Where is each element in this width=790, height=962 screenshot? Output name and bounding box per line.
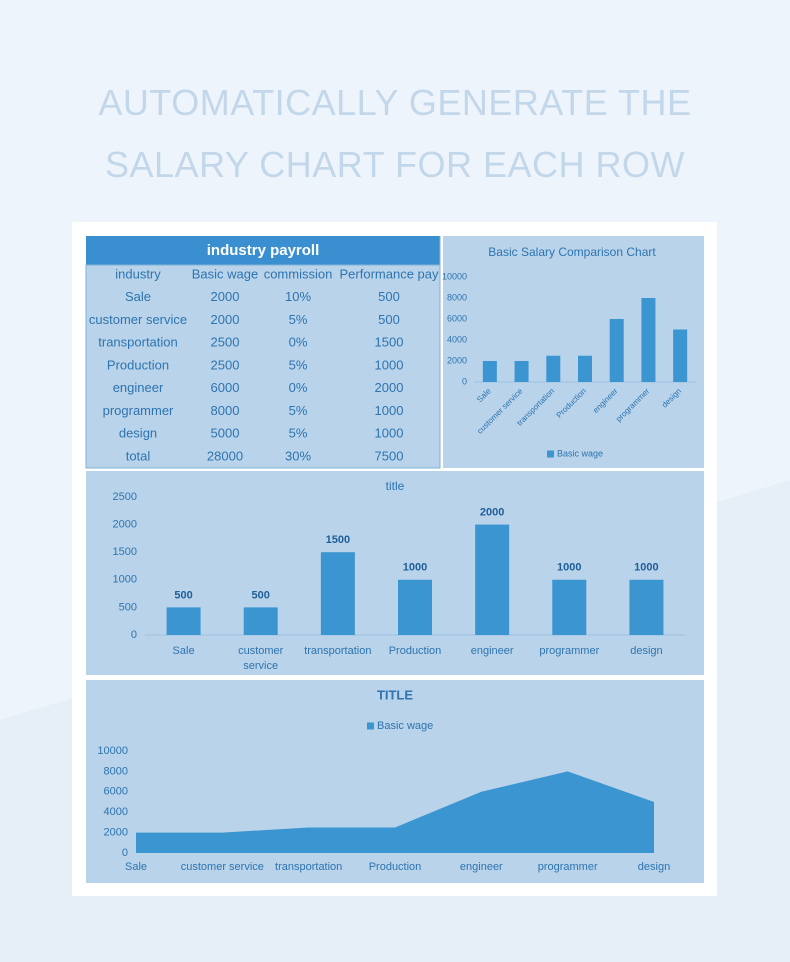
table-cell: Sale — [125, 289, 151, 304]
chart-title: title — [386, 479, 405, 493]
table-cell: 5% — [289, 312, 308, 327]
table-cell: 10% — [285, 289, 311, 304]
y-tick-label: 2000 — [104, 827, 128, 839]
legend-swatch — [547, 450, 554, 458]
y-tick-label: 1500 — [113, 546, 137, 558]
y-tick-label: 10000 — [442, 271, 467, 281]
data-label: 1000 — [403, 562, 427, 574]
table-cell: design — [119, 426, 157, 441]
bar — [641, 298, 656, 382]
column-header: commission — [264, 266, 333, 281]
x-tick-label: Sale — [125, 861, 147, 873]
table-cell: 5% — [289, 357, 308, 372]
legend-swatch — [367, 722, 374, 730]
table-cell: transportation — [98, 335, 178, 350]
table-cell: customer service — [89, 312, 187, 327]
table-cell: 2000 — [375, 380, 404, 395]
data-label: 2000 — [480, 507, 504, 519]
y-tick-label: 0 — [131, 629, 137, 641]
y-tick-label: 8000 — [104, 765, 128, 777]
bar — [475, 524, 510, 635]
chart-panel — [86, 471, 704, 675]
table-cell: 0% — [289, 335, 308, 350]
table-cell: 1500 — [375, 335, 404, 350]
x-tick-label: transportation — [275, 861, 342, 873]
y-tick-label: 10000 — [97, 745, 128, 757]
bar — [320, 552, 355, 635]
bar — [552, 579, 587, 635]
table-cell: 500 — [378, 312, 400, 327]
table-cell: 1000 — [375, 357, 404, 372]
column-header: Basic wage — [192, 266, 258, 281]
y-tick-label: 2000 — [447, 355, 467, 365]
table-cell: 28000 — [207, 448, 243, 463]
table-cell: 6000 — [211, 380, 240, 395]
bar — [166, 607, 201, 635]
chart-title: Basic Salary Comparison Chart — [488, 245, 656, 259]
legend-label: Basic wage — [377, 720, 433, 732]
column-header: industry — [115, 266, 161, 281]
table-cell: 1000 — [375, 403, 404, 418]
y-tick-label: 6000 — [447, 313, 467, 323]
x-tick-label: design — [638, 861, 670, 873]
y-tick-label: 2500 — [113, 491, 137, 503]
table-cell: 7500 — [375, 448, 404, 463]
y-tick-label: 6000 — [104, 786, 128, 798]
legend-label: Basic wage — [557, 448, 603, 458]
bar — [578, 355, 592, 382]
table-cell: 30% — [285, 448, 311, 463]
data-label: 500 — [174, 589, 192, 601]
y-tick-label: 0 — [122, 847, 128, 859]
x-tick-label: programmer — [538, 861, 598, 873]
data-label: 1000 — [634, 562, 658, 574]
table-cell: engineer — [113, 380, 164, 395]
table-cell: 8000 — [211, 403, 240, 418]
bar — [514, 361, 529, 382]
area — [136, 771, 654, 853]
table-body — [85, 264, 441, 469]
data-label: 500 — [252, 589, 270, 601]
y-tick-label: 4000 — [447, 334, 467, 344]
bar — [673, 329, 688, 382]
data-label: 1500 — [326, 534, 350, 546]
chart-panel — [443, 236, 704, 468]
data-label: 1000 — [557, 562, 581, 574]
x-tick-label: Production — [369, 861, 422, 873]
table-cell: 5000 — [211, 426, 240, 441]
table-cell: 2500 — [211, 335, 240, 350]
y-tick-label: 0 — [462, 376, 467, 386]
table-title: industry payroll — [207, 242, 320, 259]
table-cell: 500 — [378, 289, 400, 304]
bar — [546, 355, 561, 382]
table-cell: 0% — [289, 380, 308, 395]
table-cell: 2000 — [211, 289, 240, 304]
bar — [482, 361, 497, 382]
table-cell: 2500 — [211, 357, 240, 372]
x-tick-label: engineer — [460, 861, 503, 873]
y-tick-label: 500 — [119, 601, 137, 613]
table-cell: programmer — [103, 403, 174, 418]
headline: AUTOMATICALLY GENERATE THE SALARY CHART … — [98, 82, 692, 185]
table-cell: 2000 — [211, 312, 240, 327]
table-cell: 5% — [289, 403, 308, 418]
x-tick-label: customer service — [181, 861, 264, 873]
table-cell: 1000 — [375, 426, 404, 441]
chart-title: TITLE — [377, 687, 413, 702]
y-tick-label: 8000 — [447, 292, 467, 302]
column-header: Performance pay — [340, 266, 439, 281]
y-tick-label: 2000 — [113, 519, 137, 531]
bar — [243, 607, 278, 635]
bar — [629, 579, 664, 635]
bar — [398, 579, 432, 635]
bar — [609, 319, 624, 382]
y-tick-label: 4000 — [104, 806, 128, 818]
table-cell: 5% — [289, 426, 308, 441]
table-header — [86, 236, 440, 265]
table-cell: total — [126, 448, 151, 463]
y-tick-label: 1000 — [113, 574, 137, 586]
table-cell: Production — [107, 357, 169, 372]
